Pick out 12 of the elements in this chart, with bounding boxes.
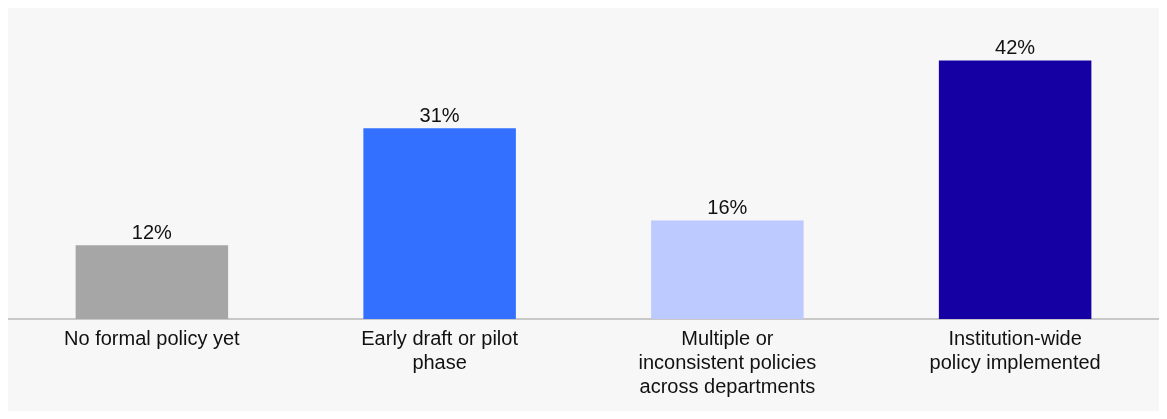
data-label: 31% xyxy=(419,103,460,126)
data-label: 42% xyxy=(995,35,1036,58)
bar xyxy=(651,220,804,319)
bar xyxy=(75,245,229,319)
x-tick-label: Multiple or inconsistent policies across departments xyxy=(638,326,817,397)
data-label: 12% xyxy=(131,220,173,243)
x-tick-label: No formal policy yet xyxy=(64,326,241,349)
bar xyxy=(938,60,1092,319)
data-label: 16% xyxy=(707,196,748,219)
x-tick-label: Early draft or pilot phase xyxy=(361,326,519,373)
x-tick-label: Institution-wide policy implemented xyxy=(929,326,1101,373)
bar xyxy=(363,128,516,319)
